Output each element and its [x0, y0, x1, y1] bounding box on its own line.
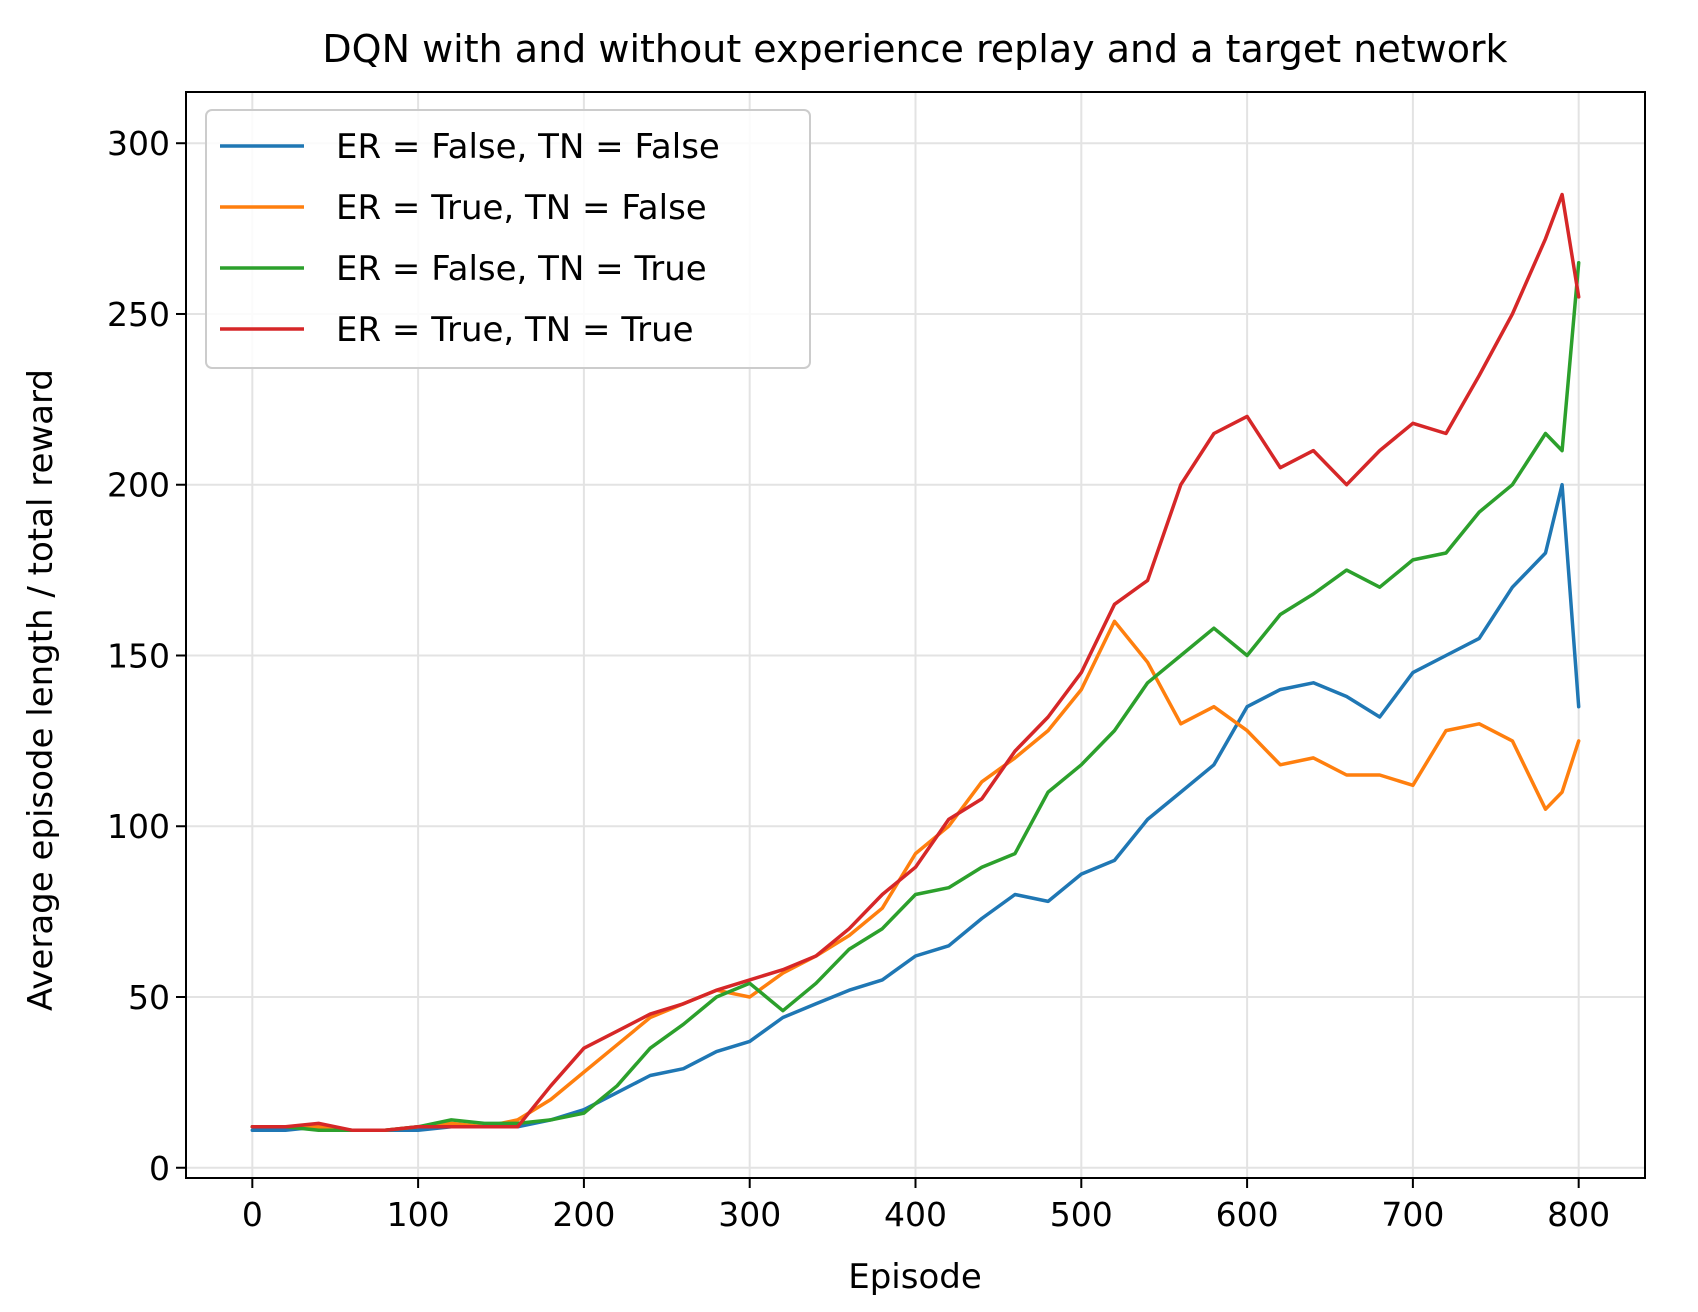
legend-label: ER = True, TN = False — [336, 188, 707, 228]
grid — [186, 92, 1645, 1178]
axis-ticks: 0 100 200 300 400 500 600 700 800 0 50 100 150 200 250… — [107, 124, 1610, 1234]
x-tick-label: 700 — [1381, 1195, 1444, 1234]
x-tick-label: 500 — [1050, 1195, 1113, 1234]
y-tick-label: 200 — [107, 466, 170, 505]
y-tick-label: 150 — [107, 636, 170, 675]
chart-title: DQN with and without experience replay a… — [322, 27, 1507, 71]
legend-label: ER = False, TN = False — [336, 127, 720, 167]
y-tick-label: 50 — [128, 978, 170, 1017]
x-tick-label: 0 — [242, 1195, 263, 1234]
plot-frame — [185, 91, 1646, 1179]
y-tick-label: 300 — [107, 124, 170, 163]
y-tick-label: 0 — [149, 1149, 170, 1188]
x-tick-label: 100 — [387, 1195, 450, 1234]
legend-label: ER = True, TN = True — [336, 310, 694, 350]
x-tick-label: 600 — [1216, 1195, 1279, 1234]
x-tick-label: 300 — [718, 1195, 781, 1234]
y-tick-label: 250 — [107, 295, 170, 334]
x-tick-label: 800 — [1547, 1195, 1610, 1234]
legend: ER = False, TN = False ER = True, TN = Fa… — [205, 109, 811, 369]
series-lines — [250, 192, 1581, 1132]
series-line-3 — [250, 261, 1581, 1132]
y-axis-label: Average episode length / total reward — [21, 369, 61, 1011]
legend-box — [205, 109, 811, 369]
y-tick-label: 100 — [107, 807, 170, 846]
x-tick-label: 400 — [884, 1195, 947, 1234]
x-axis-label: Episode — [848, 1257, 982, 1297]
x-tick-label: 200 — [552, 1195, 615, 1234]
legend-label: ER = False, TN = True — [336, 249, 707, 289]
series-line-4 — [250, 192, 1581, 1132]
